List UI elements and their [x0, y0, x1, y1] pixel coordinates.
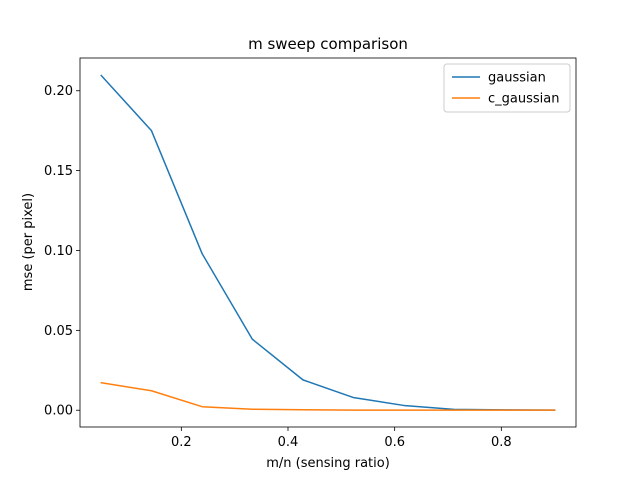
chart-title: m sweep comparison: [248, 35, 408, 53]
y-axis-label: mse (per pixel): [21, 193, 36, 291]
x-axis-label: m/n (sensing ratio): [266, 456, 390, 471]
y-tick-label: 0.05: [44, 324, 73, 339]
y-tick-label: 0.20: [44, 84, 73, 99]
legend-box: [443, 63, 571, 113]
x-tick-label: 0.8: [491, 435, 512, 450]
legend: gaussian c_gaussian: [443, 63, 571, 113]
x-tick-label: 0.4: [278, 435, 299, 450]
legend-label-gaussian: gaussian: [488, 71, 546, 86]
series-line-c_gaussian: [100, 381, 556, 411]
legend-label-c_gaussian: c_gaussian: [488, 92, 559, 107]
plot-area: 0.2 0.4 0.6 0.8 0.00 0.05 0.10 0.15 0.20: [44, 57, 577, 450]
axes-frame: [79, 57, 577, 428]
x-tick-label: 0.2: [171, 435, 192, 450]
y-tick-label: 0.15: [44, 164, 73, 179]
y-tick-label: 0.10: [44, 244, 73, 259]
y-tick-label: 0.00: [44, 404, 73, 419]
x-tick-label: 0.6: [384, 435, 405, 450]
